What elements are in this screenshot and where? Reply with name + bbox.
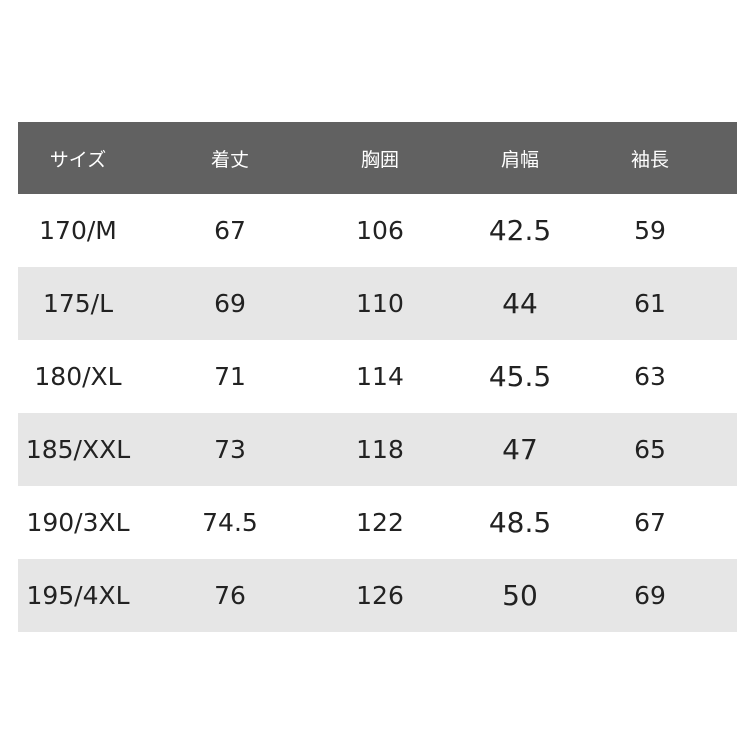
header-sleeve: 袖長: [630, 148, 669, 171]
cell-shoulder: 47: [502, 433, 538, 466]
cell-shoulder: 48.5: [488, 506, 552, 539]
header-length: 着丈: [210, 148, 249, 171]
cell-size: 180/XL: [34, 362, 122, 391]
table-header: サイズ 着丈 胸囲 肩幅 袖長: [18, 122, 737, 194]
cell-length: 67: [214, 216, 246, 245]
header-shoulder: 肩幅: [500, 148, 539, 171]
cell-shoulder: 50: [502, 579, 538, 612]
cell-size: 170/M: [39, 216, 117, 245]
cell-sleeve: 59: [634, 216, 666, 245]
cell-shoulder: 45.5: [488, 360, 552, 393]
cell-length: 69: [214, 289, 246, 318]
table-row: 190/3XL 74.5 122 48.5 67: [18, 486, 737, 559]
cell-shoulder: 42.5: [488, 214, 552, 247]
table-row: 170/M 67 106 42.5 59: [18, 194, 737, 267]
cell-shoulder: 44: [502, 287, 538, 320]
cell-length: 71: [214, 362, 246, 391]
cell-chest: 122: [356, 508, 404, 537]
cell-sleeve: 61: [634, 289, 666, 318]
cell-size: 190/3XL: [26, 508, 130, 537]
table-row: 185/XXL 73 118 47 65: [18, 413, 737, 486]
header-size: サイズ: [49, 148, 107, 171]
cell-chest: 126: [356, 581, 404, 610]
cell-chest: 106: [356, 216, 404, 245]
cell-chest: 110: [356, 289, 404, 318]
cell-sleeve: 67: [634, 508, 666, 537]
cell-size: 175/L: [42, 289, 114, 318]
size-chart-table: サイズ 着丈 胸囲 肩幅 袖長 170/M 67 106 42.5 59 175/L 69 1…: [18, 122, 737, 632]
cell-length: 74.5: [202, 508, 258, 537]
cell-length: 73: [214, 435, 246, 464]
table-row: 195/4XL 76 126 50 69: [18, 559, 737, 632]
cell-sleeve: 63: [634, 362, 666, 391]
table-row: 175/L 69 110 44 61: [18, 267, 737, 340]
header-chest: 胸囲: [360, 148, 399, 171]
cell-chest: 114: [356, 362, 404, 391]
cell-size: 185/XXL: [25, 435, 131, 464]
cell-sleeve: 65: [634, 435, 666, 464]
cell-sleeve: 69: [634, 581, 666, 610]
table-row: 180/XL 71 114 45.5 63: [18, 340, 737, 413]
cell-chest: 118: [356, 435, 404, 464]
cell-size: 195/4XL: [26, 581, 130, 610]
cell-length: 76: [214, 581, 246, 610]
